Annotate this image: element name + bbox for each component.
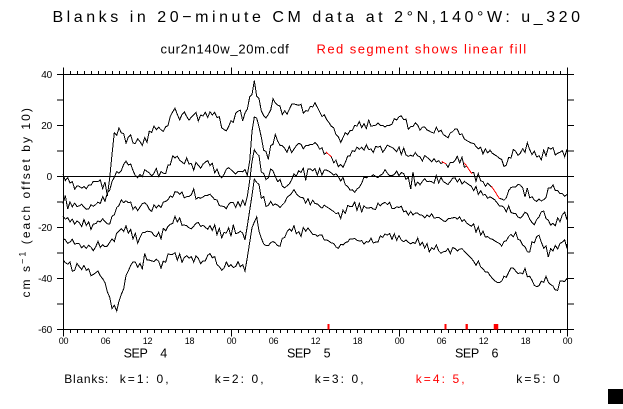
svg-text:00: 00	[395, 336, 405, 346]
svg-text:k=5: 0: k=5: 0	[516, 372, 562, 386]
svg-text:06: 06	[437, 336, 447, 346]
svg-text:00: 00	[227, 336, 237, 346]
svg-text:0: 0	[47, 172, 53, 183]
svg-text:-20: -20	[38, 223, 52, 234]
svg-text:06: 06	[269, 336, 279, 346]
svg-text:k=4: 5,: k=4: 5,	[416, 372, 467, 386]
svg-text:-60: -60	[38, 325, 52, 336]
svg-text:cm s−1 (each offset by 10): cm s−1 (each offset by 10)	[18, 106, 34, 297]
svg-text:40: 40	[41, 70, 52, 81]
svg-text:Blanks:: Blanks:	[64, 372, 109, 386]
svg-text:06: 06	[101, 336, 111, 346]
svg-text:5: 5	[324, 347, 331, 361]
svg-text:SEP: SEP	[455, 347, 479, 361]
svg-text:6: 6	[492, 347, 499, 361]
svg-text:SEP: SEP	[124, 347, 148, 361]
svg-text:-40: -40	[38, 274, 52, 285]
svg-text:00: 00	[563, 336, 573, 346]
svg-text:18: 18	[521, 336, 531, 346]
svg-text:12: 12	[143, 336, 153, 346]
svg-text:4: 4	[160, 347, 167, 361]
svg-text:SEP: SEP	[287, 347, 311, 361]
svg-text:18: 18	[353, 336, 363, 346]
svg-text:20: 20	[41, 121, 52, 132]
svg-text:Blanks in 20−minute CM data at: Blanks in 20−minute CM data at 2°N,140°W…	[52, 9, 583, 26]
svg-text:k=3: 0,: k=3: 0,	[315, 372, 366, 386]
svg-text:k=1: 0,: k=1: 0,	[120, 372, 171, 386]
svg-text:18: 18	[185, 336, 195, 346]
svg-text:00: 00	[59, 336, 69, 346]
svg-text:12: 12	[479, 336, 489, 346]
svg-text:Red segment shows linear fill: Red segment shows linear fill	[317, 41, 528, 56]
svg-text:k=2: 0,: k=2: 0,	[215, 372, 266, 386]
svg-text:12: 12	[311, 336, 321, 346]
svg-text:cur2n140w_20m.cdf: cur2n140w_20m.cdf	[161, 41, 290, 56]
